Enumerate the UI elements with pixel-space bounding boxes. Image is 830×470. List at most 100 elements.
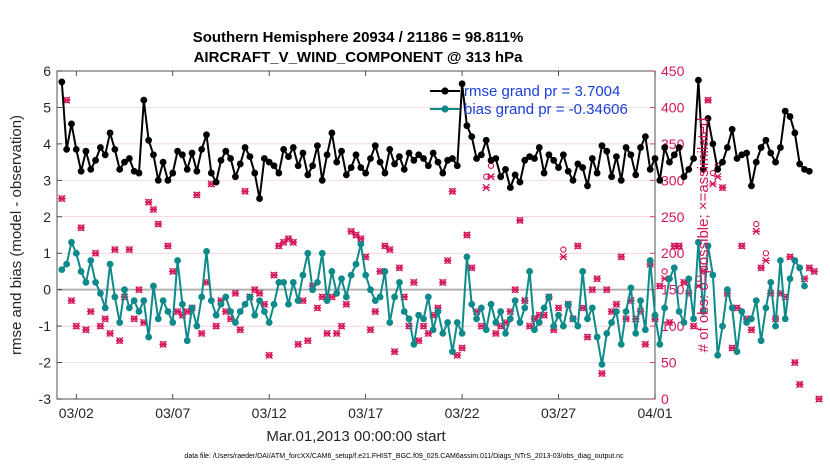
bias-point [275,278,283,286]
bias-point [424,293,432,301]
rmse-point [535,144,543,151]
rmse-point [598,142,606,150]
rmse-point [309,162,316,170]
chart-subtitle: AIRCRAFT_V_WIND_COMPONENT @ 313 hPa [194,49,524,66]
rmse-point [767,149,775,157]
rmse-point [675,144,683,151]
obs-assimilated-point [810,267,818,276]
obs-assimilated-point [593,275,601,283]
bias-point [101,304,109,312]
bias-point [68,238,75,246]
bias-point [651,311,659,319]
obs-assimilated-point [588,285,597,294]
bias-point [410,340,418,348]
rmse-point [371,142,379,150]
bias-point [106,260,114,268]
bias-point [97,289,104,297]
rmse-point [627,151,635,159]
footer-data-file: data file: /Users/raeder/DAI/ATM_forcXX/… [184,453,624,460]
rmse-point [723,144,731,151]
rmse-point [545,151,553,159]
obs-assimilated-point [250,285,259,294]
obs-assimilated-point [164,242,172,250]
bias-point [338,275,345,283]
obs-assimilated-point [559,253,568,261]
rmse-point [497,173,505,181]
obs-assimilated-point [516,216,524,225]
rmse-point [270,162,278,170]
rmse-point [733,155,741,162]
bias-point [318,249,326,257]
obs-assimilated-point [602,285,611,294]
rmse-point [193,167,201,175]
bias-point [473,315,480,323]
bias-point [656,340,664,348]
rmse-point [762,136,770,144]
bias-point [116,319,124,326]
obs-assimilated-point [366,326,375,334]
obs-possible-point [560,246,567,253]
rmse-point [516,178,524,186]
bias-point [227,308,235,315]
rmse-point [183,166,191,173]
bias-point [217,300,225,308]
y-tick-label-7: 4 [43,136,51,152]
rmse-point [164,176,172,184]
obs-assimilated-point [193,191,201,199]
bias-point [709,271,717,279]
rmse-point [178,151,186,159]
bias-point [260,308,268,315]
rmse-point [603,147,611,155]
rmse-point [651,155,659,162]
rmse-point [97,144,104,151]
obs-assimilated-point [554,304,563,312]
bias-point [439,330,447,337]
obs-assimilated-point [352,231,360,239]
rmse-point [121,158,128,166]
rmse-point [260,155,268,162]
bias-point [646,257,654,264]
obs-assimilated-point [410,278,418,287]
bias-point [289,278,297,286]
bias-point [314,278,321,286]
rmse-point [285,153,292,161]
y-right-tick-label-4: 200 [661,245,685,261]
rmse-point [304,171,312,179]
rmse-point [511,171,519,179]
bias-point [449,348,456,356]
plot-area-border [56,70,656,400]
bias-point [203,248,210,255]
rmse-point [101,151,109,159]
bias-point [641,326,649,334]
obs-assimilated-point [689,322,698,330]
bias-point [367,286,374,294]
bias-point [140,297,148,304]
rmse-point [77,167,85,175]
obs-assimilated-point [718,183,727,192]
bias-point [559,322,567,330]
rmse-point [420,155,427,162]
bias-point [733,348,741,356]
rmse-point [251,169,259,177]
rmse-point [593,169,601,177]
bias-point [246,293,254,301]
bias-point [333,289,341,297]
bias-point [666,275,673,283]
obs-assimilated-point [463,231,471,239]
bias-point [598,360,606,368]
rmse-point [125,155,133,162]
rmse-point [704,114,712,122]
y-tick-label-4: 1 [43,245,51,261]
x-tick-label-0: 03/02 [59,405,94,421]
y-right-tick-label-0: 0 [661,391,669,407]
obs-assimilated-point [144,198,153,206]
rmse-point [198,145,206,153]
bias-point [198,293,206,301]
obs-assimilated-point [72,322,81,330]
rmse-point [714,166,722,173]
bias-point [121,286,128,294]
rmse-point [584,182,591,190]
rmse-point [540,169,548,177]
obs-assimilated-point [371,307,380,316]
bias-point [632,330,640,337]
